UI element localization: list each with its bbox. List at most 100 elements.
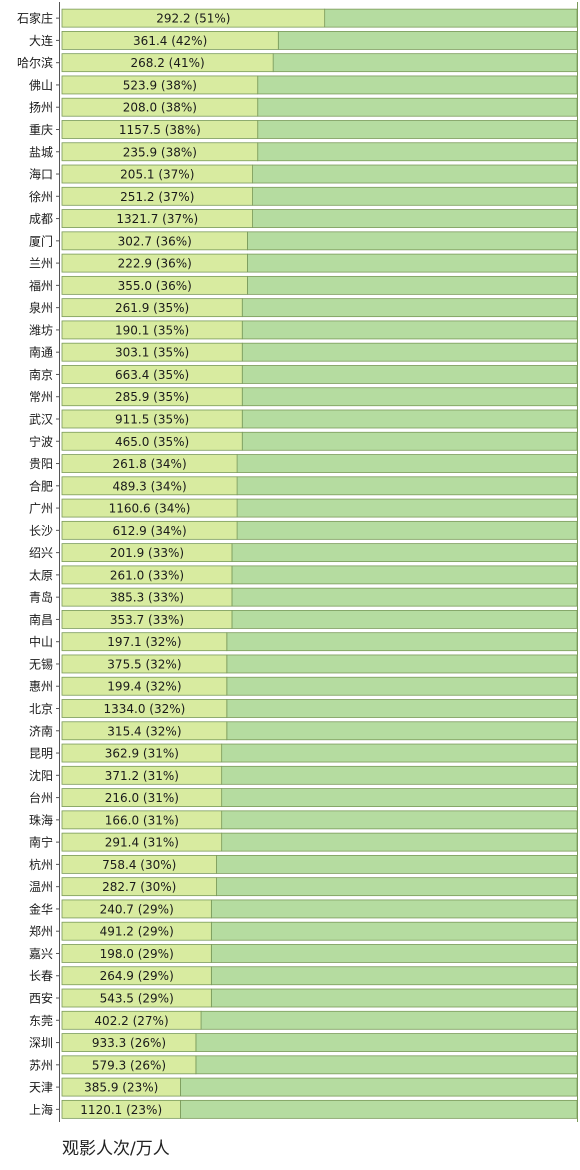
data-label: 315.4 (32%): [107, 724, 181, 738]
bar-remainder-segment: [226, 654, 578, 674]
category-label: 长沙: [29, 524, 53, 538]
category-label: 南宁: [29, 835, 53, 850]
footer-label: 观影人次/万人: [62, 1139, 170, 1159]
bar-primary-segment: [61, 342, 243, 362]
bar-primary-segment: [61, 231, 248, 251]
data-label: 292.2 (51%): [156, 12, 230, 26]
category-label: 珠海: [29, 812, 53, 827]
bar-primary-segment: [61, 164, 253, 184]
category-label: 温州: [29, 880, 53, 894]
bar-primary-segment: [61, 409, 243, 429]
category-label: 重庆: [29, 123, 53, 137]
data-label: 261.0 (33%): [110, 568, 184, 582]
chart: 石家庄 292.2 (51%) 大连 361.4 (42%) 哈尔滨 268.2 (41%…: [17, 2, 578, 1122]
category-label: 潍坊: [29, 322, 53, 337]
bar-primary-segment: [61, 832, 223, 852]
data-label: 579.3 (26%): [92, 1058, 166, 1072]
bar-remainder-segment: [180, 1077, 578, 1097]
data-label: 523.9 (38%): [123, 78, 197, 92]
bar-remainder-segment: [324, 8, 578, 28]
bar-primary-segment: [61, 476, 238, 496]
bar-remainder-segment: [236, 498, 578, 518]
bar-remainder-segment: [272, 53, 578, 73]
bar-remainder-segment: [257, 120, 578, 139]
bar-primary-segment: [61, 565, 233, 585]
data-label: 361.4 (42%): [133, 34, 207, 48]
data-label: 543.5 (29%): [100, 992, 174, 1006]
data-label: 264.9 (29%): [100, 969, 174, 983]
data-label: 235.9 (38%): [123, 145, 197, 159]
bar-primary-segment: [61, 365, 243, 384]
data-label: 268.2 (41%): [130, 56, 204, 70]
data-label: 285.9 (35%): [115, 390, 189, 404]
bar-primary-segment: [61, 988, 212, 1008]
bar-primary-segment: [61, 676, 228, 696]
bar-primary-segment: [61, 966, 212, 986]
data-label: 166.0 (31%): [105, 813, 179, 827]
category-label: 绍兴: [29, 546, 53, 560]
bar-remainder-segment: [252, 164, 578, 184]
category-label: 南通: [29, 345, 53, 360]
category-label: 南京: [29, 367, 53, 382]
bar-primary-segment: [61, 97, 259, 117]
bar-remainder-segment: [210, 988, 578, 1008]
data-label: 302.7 (36%): [118, 234, 192, 248]
bar-remainder-segment: [231, 565, 578, 585]
category-label: 北京: [29, 702, 53, 716]
category-label: 南昌: [29, 612, 53, 627]
bar-remainder-segment: [226, 676, 578, 696]
bar-remainder-segment: [246, 231, 578, 251]
bar-remainder-segment: [226, 632, 578, 652]
data-label: 362.9 (31%): [105, 747, 179, 761]
category-label: 深圳: [29, 1036, 53, 1050]
bar-primary-segment: [61, 654, 228, 674]
category-label: 无锡: [29, 656, 53, 671]
category-label: 石家庄: [17, 11, 53, 26]
bar-primary-segment: [61, 721, 228, 741]
data-label: 1321.7 (37%): [116, 212, 198, 226]
category-label: 苏州: [29, 1058, 53, 1072]
data-label: 911.5 (35%): [115, 412, 189, 426]
bar-primary-segment: [61, 1077, 181, 1097]
category-label: 太原: [29, 567, 53, 582]
bar-remainder-segment: [252, 186, 578, 206]
bar-remainder-segment: [226, 721, 578, 741]
category-label: 徐州: [29, 189, 53, 204]
category-label: 济南: [29, 723, 53, 738]
bar-primary-segment: [61, 31, 279, 50]
category-label: 佛山: [29, 78, 53, 92]
category-label: 天津: [29, 1081, 53, 1095]
bar-primary-segment: [61, 543, 233, 563]
bar-primary-segment: [61, 877, 217, 897]
data-label: 933.3 (26%): [92, 1036, 166, 1050]
bar-remainder-segment: [195, 1055, 578, 1075]
bar-remainder-segment: [221, 832, 578, 852]
category-label: 厦门: [29, 233, 53, 248]
category-label: 常州: [29, 390, 53, 404]
bar-primary-segment: [61, 8, 326, 28]
bar-remainder-segment: [257, 97, 578, 117]
bar-remainder-segment: [221, 810, 578, 830]
bar-remainder-segment: [257, 142, 578, 162]
category-label: 台州: [29, 790, 53, 805]
bar-remainder-segment: [231, 587, 578, 607]
data-label: 199.4 (32%): [107, 680, 181, 694]
category-label: 沈阳: [29, 768, 53, 783]
bar-primary-segment: [61, 209, 253, 228]
bar-remainder-segment: [246, 253, 578, 273]
bar-remainder-segment: [257, 75, 578, 95]
bar-primary-segment: [61, 810, 223, 830]
bar-primary-segment: [61, 120, 259, 139]
category-label: 西安: [29, 991, 53, 1006]
bar-primary-segment: [61, 320, 243, 340]
bar-primary-segment: [61, 387, 243, 407]
bar-remainder-segment: [210, 966, 578, 986]
data-label: 402.2 (27%): [94, 1014, 168, 1028]
bar-primary-segment: [61, 431, 243, 451]
data-label: 1160.6 (34%): [109, 502, 191, 516]
bar-remainder-segment: [236, 520, 578, 540]
bar-primary-segment: [61, 498, 238, 518]
data-label: 612.9 (34%): [112, 524, 186, 538]
bar-remainder-segment: [236, 476, 578, 496]
bar-primary-segment: [61, 899, 212, 919]
